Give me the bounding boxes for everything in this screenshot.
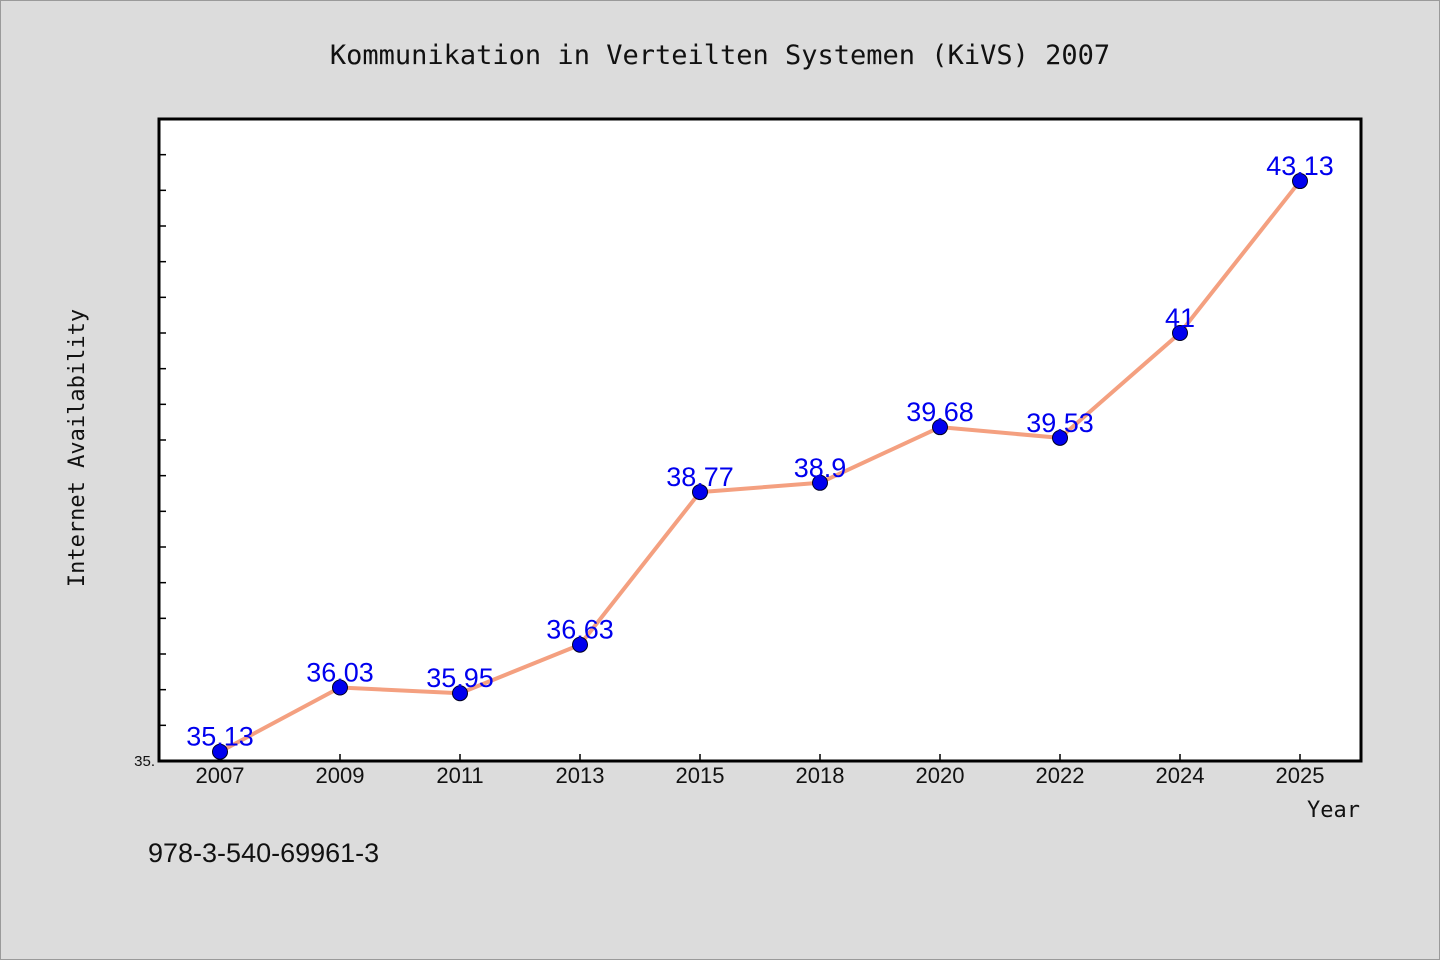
data-label: 38.77 <box>666 462 734 492</box>
x-axis-label: Year <box>1307 798 1360 823</box>
x-tick-label: 2015 <box>676 763 725 788</box>
footer-isbn: 978-3-540-69961-3 <box>148 838 379 868</box>
chart-title: Kommunikation in Verteilten Systemen (Ki… <box>330 40 1110 71</box>
data-label: 38.9 <box>794 453 847 483</box>
x-tick-label: 2007 <box>196 763 245 788</box>
data-point <box>692 484 708 501</box>
data-point <box>812 474 828 491</box>
x-tick-label: 2018 <box>796 763 845 788</box>
x-tick-label: 2020 <box>916 763 965 788</box>
data-labels: 35.13 36.03 35.95 36.63 38.77 38.9 39.68 39.53 4… <box>186 151 1334 752</box>
plot-area <box>159 119 1361 761</box>
y-axis-label: Internet Availability <box>65 309 90 587</box>
data-point <box>452 685 468 702</box>
data-point <box>932 419 948 436</box>
x-tick-label: 2022 <box>1036 763 1085 788</box>
data-point <box>332 679 348 696</box>
series-line <box>218 179 1302 754</box>
data-point <box>1292 173 1308 190</box>
data-label: 36.63 <box>546 615 614 645</box>
x-tick-label: 2024 <box>1156 763 1205 788</box>
data-label: 39.68 <box>906 397 974 427</box>
data-point <box>1172 325 1188 341</box>
data-label: 39.53 <box>1026 408 1094 438</box>
data-label: 41 <box>1165 303 1195 333</box>
x-tick-label: 2009 <box>316 763 365 788</box>
data-label: 35.13 <box>186 722 254 752</box>
x-tick-label: 2011 <box>436 763 483 788</box>
series-line-group <box>218 179 1302 754</box>
data-point <box>572 636 588 653</box>
y-tick-label: 35. <box>134 753 155 770</box>
data-label: 43.13 <box>1266 151 1334 181</box>
x-axis-ticks: 2007 2009 2011 2013 2015 2018 2020 2022 2024 2025 <box>196 754 1325 788</box>
x-tick-label: 2013 <box>556 763 605 788</box>
data-point <box>1052 429 1068 446</box>
data-markers <box>212 173 1308 760</box>
data-label: 36.03 <box>306 658 374 688</box>
plot-frame <box>157 117 1363 763</box>
x-tick-label: 2025 <box>1276 763 1325 788</box>
data-point <box>212 743 228 760</box>
data-label: 35.95 <box>426 663 494 693</box>
